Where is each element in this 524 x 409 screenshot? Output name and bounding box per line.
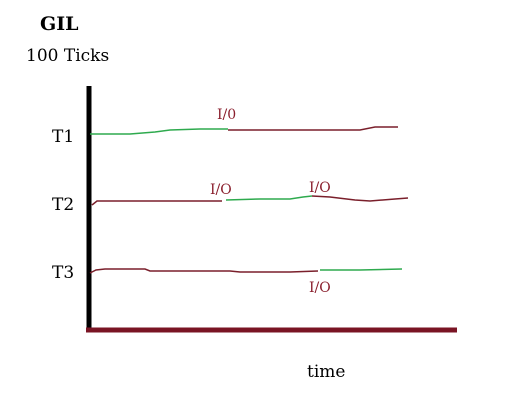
thread-label-t3: T3 — [52, 263, 74, 283]
t3-io-label: I/O — [309, 280, 331, 296]
t2-io-label-2: I/O — [309, 180, 331, 196]
t1-waiting-segment — [228, 126, 398, 131]
thread-label-t1: T1 — [52, 127, 74, 147]
t2-running-segment — [225, 195, 313, 201]
t2-waiting-segment-1 — [91, 200, 222, 206]
thread-label-t2: T2 — [52, 195, 74, 215]
t1-running-segment — [90, 128, 228, 135]
t2-waiting-segment-2 — [311, 195, 409, 202]
diagram-title: GIL — [40, 13, 78, 35]
x-axis-label: time — [307, 362, 345, 382]
t3-waiting-segment — [89, 268, 319, 274]
t3-running-segment — [320, 268, 403, 271]
diagram-subtitle: 100 Ticks — [26, 46, 109, 66]
t1-io-label: I/0 — [217, 107, 236, 123]
t2-io-label-1: I/O — [210, 182, 232, 198]
